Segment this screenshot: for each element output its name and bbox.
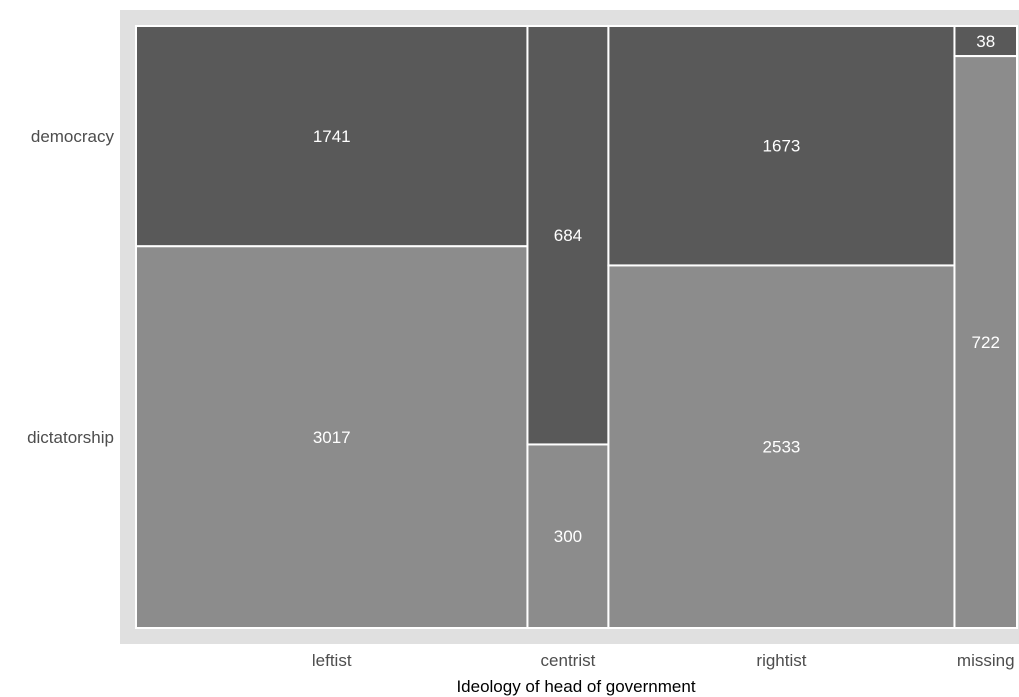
- value-label-rightist-dictatorship: 2533: [763, 438, 801, 457]
- value-label-rightist-democracy: 1673: [763, 137, 801, 156]
- value-label-missing-dictatorship: 722: [972, 333, 1000, 352]
- mosaic-tiles: [135, 25, 1018, 630]
- tile-rightist-dictatorship: [607, 264, 956, 629]
- value-label-centrist-dictatorship: 300: [554, 527, 582, 546]
- x-tick-label-rightist: rightist: [756, 651, 806, 670]
- value-label-missing-democracy: 38: [976, 32, 995, 51]
- tile-missing-democracy: [953, 25, 1018, 58]
- tile-leftist-dictatorship: [135, 245, 529, 629]
- x-tick-label-missing: missing: [957, 651, 1015, 670]
- y-tick-label-dictatorship: dictatorship: [27, 428, 114, 447]
- tile-leftist-democracy: [135, 25, 529, 248]
- tile-centrist-democracy: [526, 25, 610, 446]
- value-label-leftist-democracy: 1741: [313, 127, 351, 146]
- x-tick-label-centrist: centrist: [541, 651, 596, 670]
- tile-missing-dictatorship: [953, 55, 1018, 630]
- tile-centrist-dictatorship: [526, 443, 610, 629]
- x-axis-title: Ideology of head of government: [456, 677, 695, 696]
- y-axis-tick-labels: democracy dictatorship: [27, 127, 114, 447]
- data-labels: 1741 3017 684 300 1673 2533 38 722: [313, 32, 1000, 546]
- x-tick-label-leftist: leftist: [312, 651, 352, 670]
- y-tick-label-democracy: democracy: [31, 127, 115, 146]
- value-label-centrist-democracy: 684: [554, 226, 582, 245]
- x-axis-tick-labels: leftist centrist rightist missing: [312, 651, 1015, 670]
- value-label-leftist-dictatorship: 3017: [313, 428, 351, 447]
